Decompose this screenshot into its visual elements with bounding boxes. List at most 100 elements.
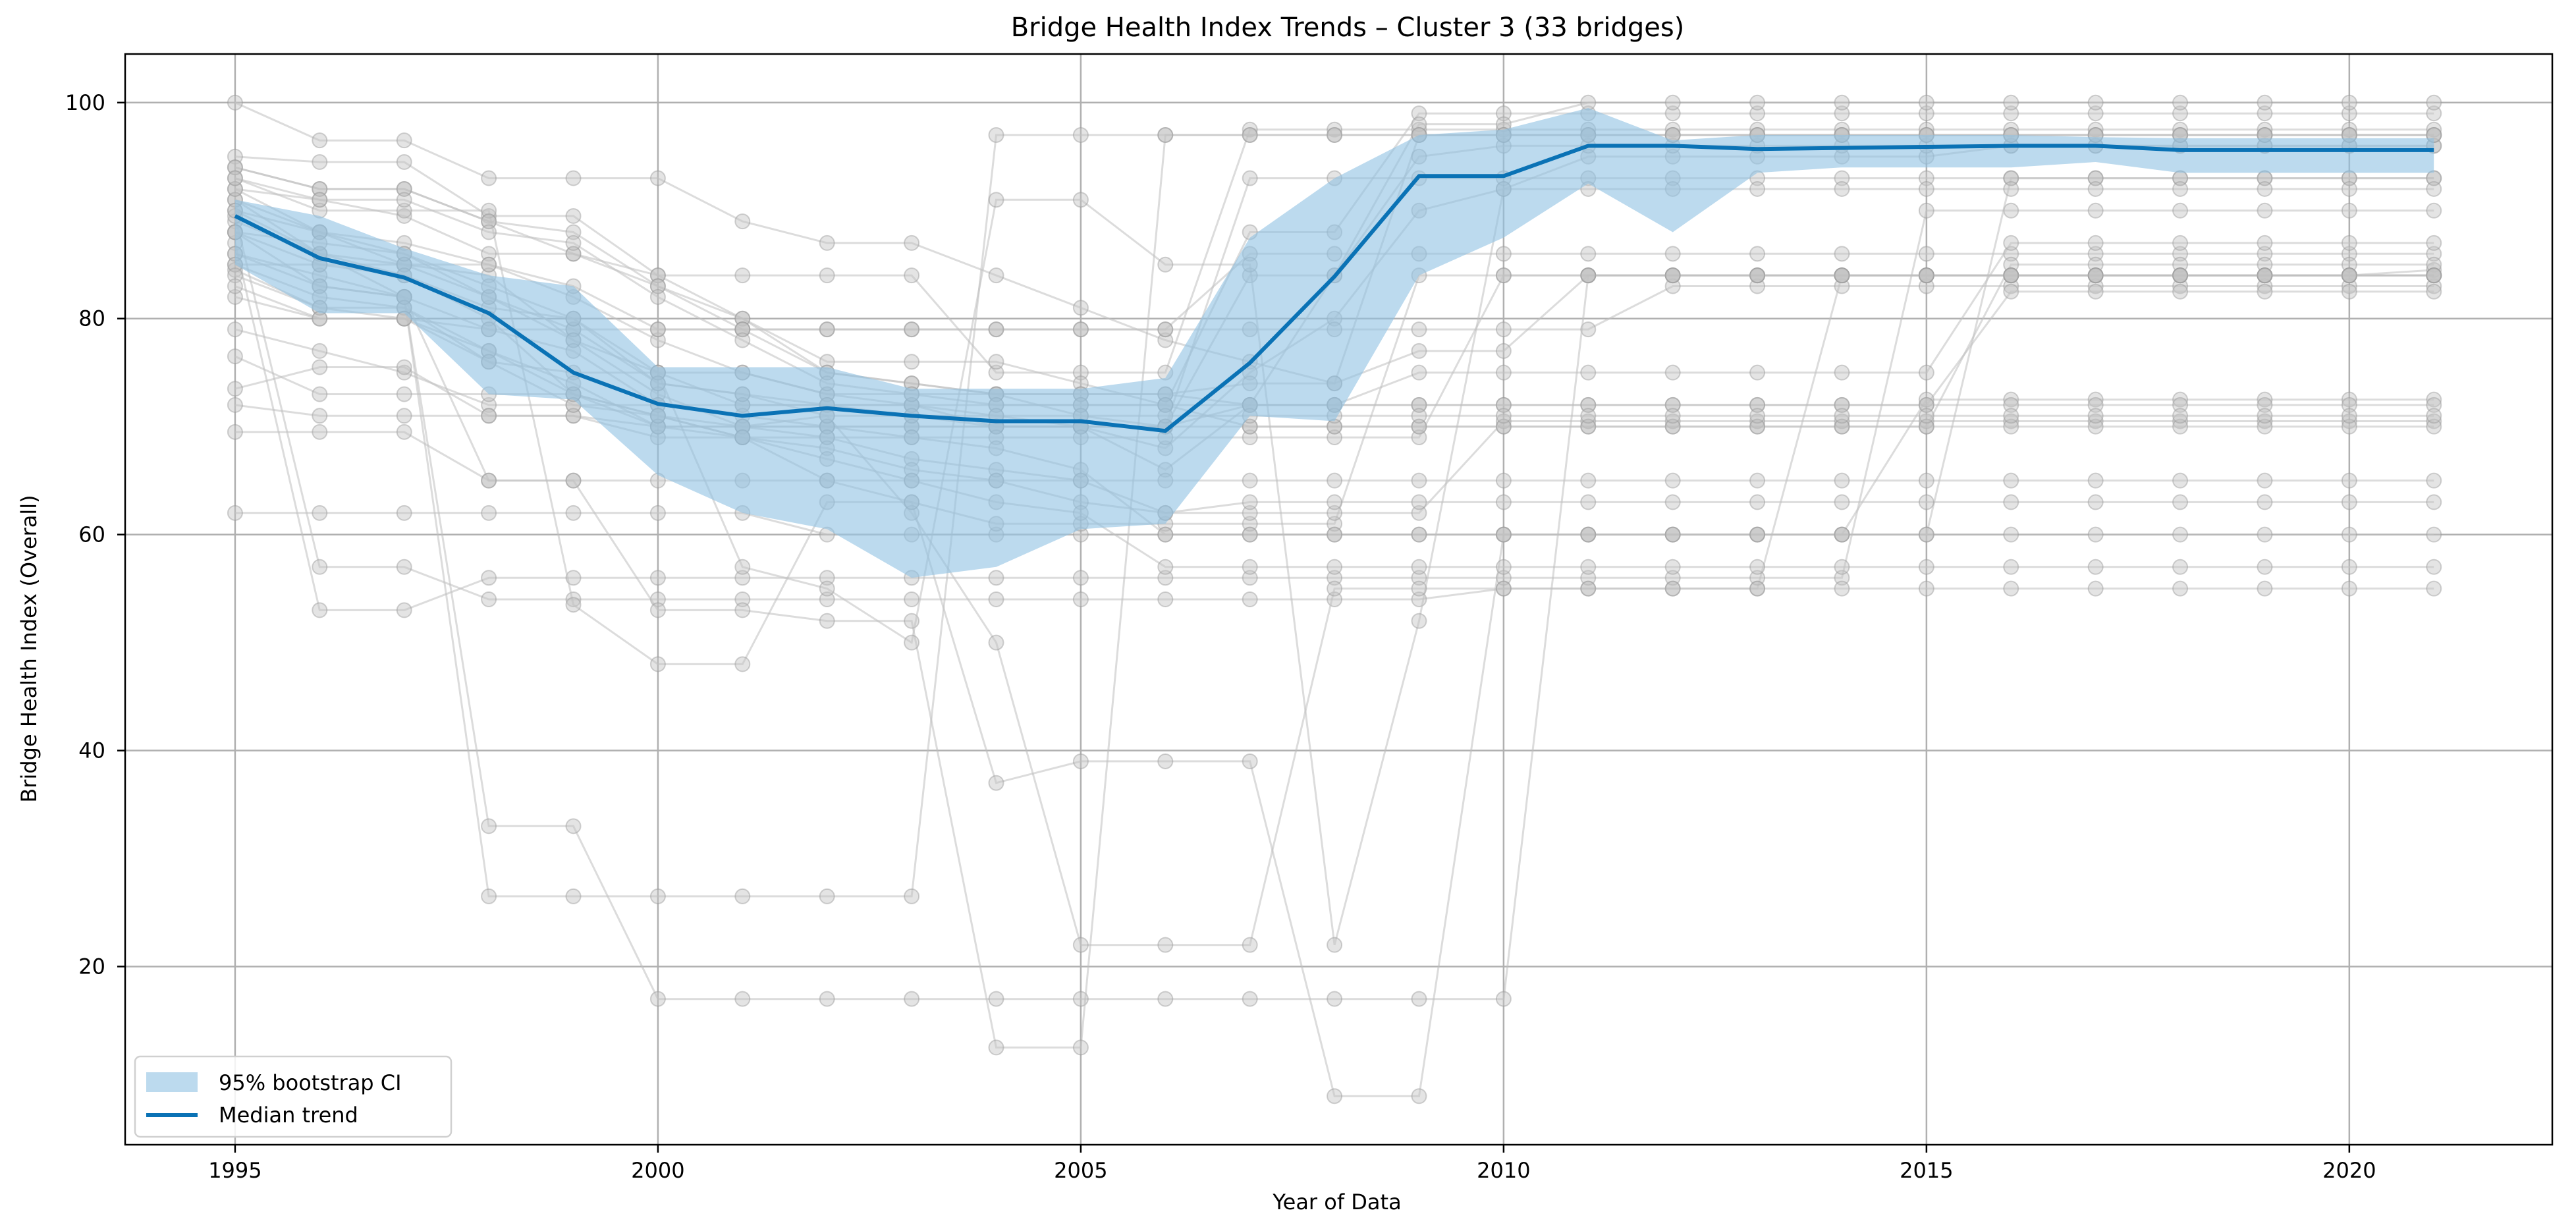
bridge-point — [904, 267, 920, 284]
bridge-point — [2341, 559, 2357, 575]
bridge-point — [565, 591, 582, 607]
bridge-point — [2087, 121, 2104, 138]
bridge-point — [1411, 1088, 1427, 1105]
bridge-point — [2426, 391, 2442, 408]
bridge-point — [734, 888, 751, 904]
bridge-point — [2172, 526, 2189, 543]
bridge-point — [819, 613, 835, 629]
bridge-point — [1664, 105, 1681, 122]
bridge-point — [2257, 121, 2273, 138]
bridge-point — [1327, 937, 1343, 953]
bridge-point — [1580, 580, 1597, 597]
bridge-point — [819, 321, 835, 338]
bridge-point — [819, 580, 835, 597]
bridge-point — [2087, 494, 2104, 510]
bridge-point — [1327, 559, 1343, 575]
bridge-point — [2003, 170, 2019, 186]
bridge-point — [1495, 105, 1512, 122]
bridge-point — [2257, 94, 2273, 111]
bridge-point — [2172, 267, 2189, 284]
bridge-point — [1749, 418, 1766, 435]
bridge-point — [396, 602, 412, 618]
bridge-point — [2172, 94, 2189, 111]
bridge-point — [2087, 267, 2104, 284]
bridge-point — [1580, 408, 1597, 424]
bridge-point — [2003, 202, 2019, 219]
bridge-point — [1411, 494, 1427, 510]
bridge-point — [396, 153, 412, 170]
bridge-point — [1834, 94, 1850, 111]
bridge-point — [1918, 559, 1934, 575]
bridge-point — [2426, 246, 2442, 262]
bridge-point — [2426, 170, 2442, 186]
bridge-point — [2341, 94, 2357, 111]
bridge-point — [481, 213, 497, 230]
bridge-point — [2172, 472, 2189, 489]
bridge-point — [312, 192, 328, 208]
bridge-point — [2003, 418, 2019, 435]
bridge-point — [565, 224, 582, 240]
bridge-point — [2087, 418, 2104, 435]
bridge-point — [1495, 494, 1512, 510]
bridge-point — [1580, 94, 1597, 111]
bridge-point — [1072, 192, 1089, 208]
bridge-point — [649, 332, 666, 348]
legend-ci-swatch — [146, 1072, 198, 1092]
bridge-point — [2426, 494, 2442, 510]
bridge-point — [734, 332, 751, 348]
bridge-point — [2172, 559, 2189, 575]
x-tick-label: 2020 — [2322, 1158, 2376, 1183]
bridge-point — [1411, 559, 1427, 575]
bridge-point — [1242, 753, 1258, 769]
bridge-point — [1242, 937, 1258, 953]
bridge-point — [1749, 397, 1766, 413]
ci-band-layer — [234, 108, 2434, 578]
bridge-point — [2426, 526, 2442, 543]
bridge-point — [2426, 256, 2442, 273]
bridge-point — [2426, 261, 2442, 278]
bridge-point — [1157, 256, 1174, 273]
bridge-point — [1242, 516, 1258, 532]
bridge-point — [1157, 570, 1174, 586]
bridge-point — [2257, 283, 2273, 300]
bridge-point — [1580, 559, 1597, 575]
bridge-point — [1834, 180, 1850, 197]
bridge-point — [2172, 202, 2189, 219]
chart-title: Bridge Health Index Trends – Cluster 3 (… — [1011, 13, 1685, 43]
bridge-point — [2087, 234, 2104, 251]
bridge-point — [2172, 391, 2189, 408]
bridge-point — [2257, 246, 2273, 262]
bridge-point — [2426, 408, 2442, 424]
bridge-point — [1495, 991, 1512, 1007]
bridge-point — [1580, 570, 1597, 586]
bridge-point — [2341, 105, 2357, 122]
bridge-point — [2087, 202, 2104, 219]
bridge-point — [819, 591, 835, 607]
bridge-point — [1749, 278, 1766, 294]
bridge-point — [312, 180, 328, 197]
bridge-point — [396, 424, 412, 440]
bridge-point — [1157, 559, 1174, 575]
bridge-point — [1495, 267, 1512, 284]
bridge-point — [1495, 342, 1512, 359]
bridge-point — [396, 559, 412, 575]
x-tick-label: 2000 — [631, 1158, 684, 1183]
bridge-point — [1157, 753, 1174, 769]
bridge-point — [2003, 94, 2019, 111]
bridge-point — [1664, 413, 1681, 429]
bridge-point — [1580, 494, 1597, 510]
bridge-point — [396, 408, 412, 424]
bridge-point — [1411, 505, 1427, 521]
bridge-point — [1242, 570, 1258, 586]
bridge-point — [227, 148, 243, 165]
bridge-point — [2426, 267, 2442, 284]
bridge-point — [2003, 278, 2019, 294]
bridge-point — [1327, 580, 1343, 597]
bridge-point — [1664, 94, 1681, 111]
bridge-point — [819, 570, 835, 586]
bridge-point — [1834, 570, 1850, 586]
bridge-point — [481, 202, 497, 219]
bridge-point — [1918, 472, 1934, 489]
bridge-point — [1834, 494, 1850, 510]
